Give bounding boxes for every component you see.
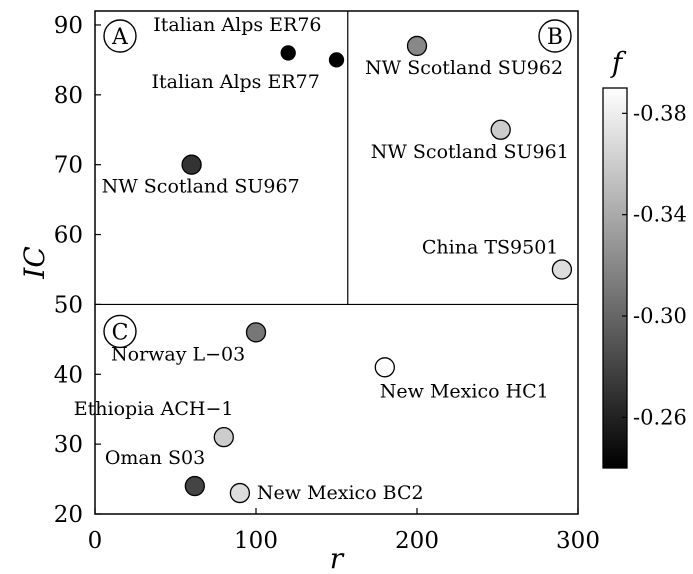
colorbar-gradient: [602, 87, 628, 469]
plot-frame: [94, 10, 579, 515]
colorbar-tick-label: -0.38: [633, 101, 687, 125]
colorbar: -0.38 -0.34 -0.30 -0.26 f: [602, 46, 687, 469]
data-point-label: NW Scotland SU962: [365, 57, 563, 79]
data-point-label: New Mexico BC2: [257, 482, 424, 504]
data-point: [184, 475, 205, 497]
y-tick-label: 50: [54, 292, 83, 318]
data-point: [245, 322, 267, 343]
y-tick-label: 90: [54, 13, 83, 39]
data-point: [229, 482, 251, 504]
data-point-label: New Mexico HC1: [380, 380, 549, 402]
y-tick-label: 60: [54, 223, 83, 249]
y-tick-label: 30: [54, 432, 83, 458]
panel-label-circle: [103, 314, 137, 349]
y-tick-label: 70: [54, 153, 83, 179]
panel-label-b: B: [538, 19, 572, 53]
panel-label-a: A: [103, 19, 137, 53]
plot-area: 0 100 200 300 20 30 40 50 60 70 80 90 r IC A B C Italian …: [18, 10, 600, 574]
panel-label-circle: [103, 19, 137, 53]
data-point: [374, 357, 395, 378]
data-point-label: Norway L−03: [111, 343, 245, 365]
data-point: [213, 427, 234, 448]
x-axis-title: r: [330, 542, 345, 574]
x-tick-label: 200: [395, 528, 439, 554]
data-point: [551, 259, 573, 280]
x-tick-label: 0: [88, 528, 103, 554]
colorbar-tick-label: -0.30: [633, 304, 687, 328]
y-tick-label: 80: [54, 83, 83, 109]
data-point: [490, 119, 511, 140]
x-tick-label: 100: [234, 528, 278, 554]
data-point-label: Ethiopia ACH−1: [74, 398, 234, 420]
y-axis-title: IC: [18, 246, 51, 279]
data-point: [280, 45, 296, 61]
data-point-label: Oman S03: [105, 447, 205, 469]
data-point: [181, 154, 202, 175]
colorbar-tick-label: -0.34: [633, 203, 687, 227]
data-point-label: China TS9501: [422, 236, 559, 258]
colorbar-title: f: [610, 46, 627, 79]
y-tick-label: 40: [54, 362, 83, 388]
panel-label-text: C: [112, 320, 129, 345]
colorbar-tick-label: -0.26: [633, 405, 687, 429]
data-point-label: NW Scotland SU967: [102, 176, 300, 198]
panel-label-text: A: [111, 25, 129, 50]
data-point-label: Italian Alps ER76: [153, 14, 321, 36]
panel-label-circle: [538, 19, 572, 53]
panel-label-text: B: [547, 25, 563, 50]
x-tick-label: 300: [556, 528, 600, 554]
data-point: [406, 35, 428, 57]
data-point: [328, 52, 345, 68]
data-point-label: Italian Alps ER77: [152, 71, 320, 93]
y-tick-label: 20: [54, 502, 83, 528]
data-point-label: NW Scotland SU961: [371, 141, 569, 163]
panel-label-c: C: [103, 314, 137, 349]
